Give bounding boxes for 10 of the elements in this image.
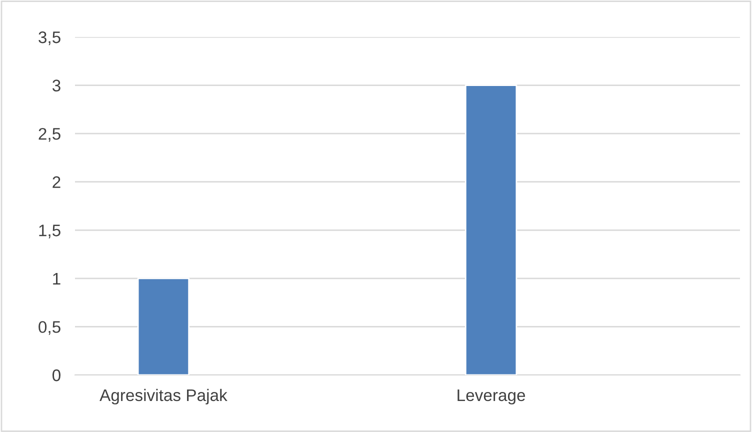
x-tick-label: Leverage	[458, 390, 526, 404]
y-tick-label: 1,5	[39, 224, 60, 238]
y-tick-label: 2,5	[38, 128, 60, 142]
y-tick-label: 0,5	[38, 321, 60, 335]
y-tick-label: 0	[52, 369, 60, 382]
y-tick-label: 3,5	[38, 31, 60, 46]
x-tick-label: Agresivitas Pajak	[100, 388, 228, 404]
y-tick-label: 1	[53, 273, 60, 284]
y-tick-label: 2	[52, 176, 60, 188]
y-tick-label: 3	[52, 80, 60, 92]
